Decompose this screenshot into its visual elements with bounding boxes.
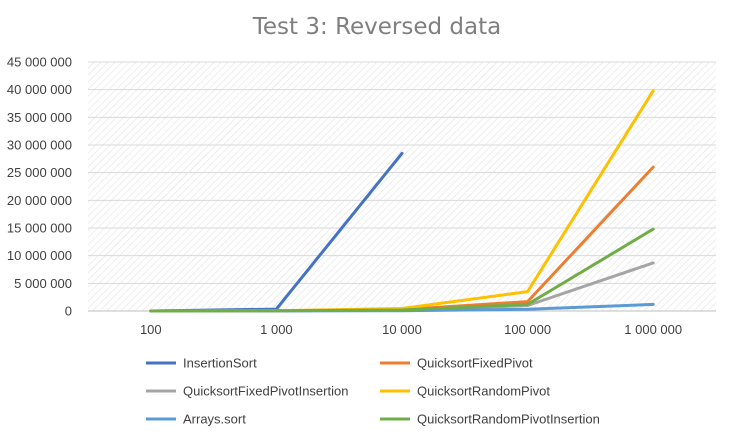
legend-item: InsertionSort (146, 356, 257, 371)
y-tick-label: 5 000 000 (14, 276, 72, 291)
legend-label: QuicksortFixedPivotInsertion (183, 384, 348, 399)
series-line-quicksortrandompivotinsertion (149, 227, 655, 313)
legend-label: Arrays.sort (183, 412, 246, 427)
legend-item: QuicksortFixedPivot (380, 356, 533, 371)
legend-label: QuicksortFixedPivot (417, 356, 533, 371)
legend-item: QuicksortRandomPivot (380, 384, 550, 399)
legend: InsertionSort QuicksortFixedPivot Quicksor… (146, 356, 600, 427)
y-tick-label: 20 000 000 (7, 193, 72, 208)
y-tick-label: 15 000 000 (7, 221, 72, 236)
legend-label: InsertionSort (183, 356, 257, 371)
x-tick-label: 1 000 000 (624, 322, 682, 337)
chart-title: Test 3: Reversed data (252, 14, 501, 40)
x-tick-label: 10 000 (382, 322, 422, 337)
x-tick-label: 100 000 (504, 322, 551, 337)
y-tick-label: 0 (65, 304, 72, 319)
x-tick-label: 1 000 (260, 322, 293, 337)
y-tick-label: 10 000 000 (7, 248, 72, 263)
y-tick-label: 30 000 000 (7, 138, 72, 153)
legend-item: QuicksortFixedPivotInsertion (146, 384, 348, 399)
gridlines (88, 61, 716, 284)
plot-area (88, 62, 716, 311)
legend-label: QuicksortRandomPivot (417, 384, 550, 399)
legend-label: QuicksortRandomPivotInsertion (417, 412, 600, 427)
y-tick-label: 35 000 000 (7, 110, 72, 125)
x-tick-label: 100 (140, 322, 162, 337)
y-tick-label: 45 000 000 (7, 55, 72, 70)
legend-item: Arrays.sort (146, 412, 246, 427)
legend-item: QuicksortRandomPivotInsertion (380, 412, 600, 427)
y-tick-label: 25 000 000 (7, 165, 72, 180)
series-lines (149, 89, 655, 313)
axes: 0 5 000 000 10 000 000 15 000 000 20 000 000… (7, 55, 716, 337)
y-tick-label: 40 000 000 (7, 82, 72, 97)
